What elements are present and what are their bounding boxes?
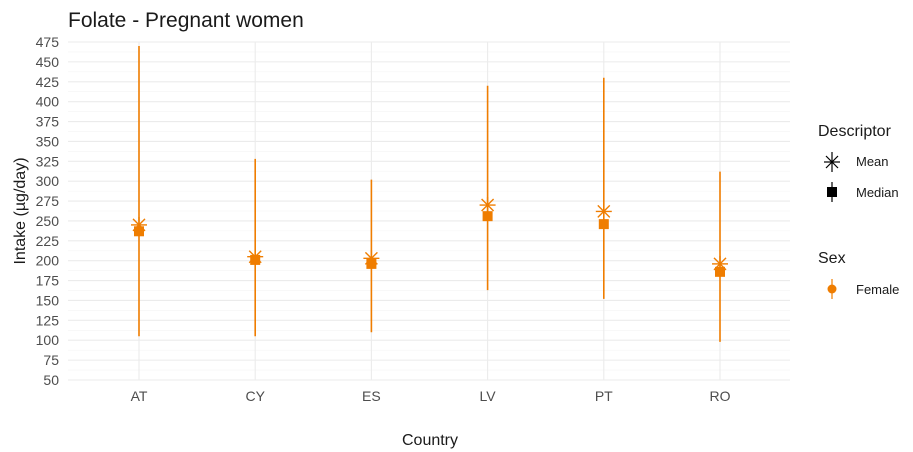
y-tick-label: 250 (36, 213, 60, 229)
x-tick-label: CY (245, 388, 265, 404)
median-marker (598, 219, 609, 230)
mean-marker-stroke (248, 250, 262, 264)
mean-marker-stroke (481, 198, 495, 212)
y-tick-label: 100 (36, 332, 60, 348)
x-tick-label: ES (362, 388, 381, 404)
mean-marker (712, 255, 728, 272)
y-tick-label: 125 (36, 312, 60, 328)
legend-descriptor-title: Descriptor (818, 123, 892, 140)
y-tick-labels: 50 75 100 125 150 175 200 225 250 275 300 325 350 375… (36, 34, 60, 388)
x-tick-label: RO (710, 388, 731, 404)
x-tick-labels: AT CY ES LV PT RO (131, 388, 731, 404)
y-tick-label: 475 (36, 34, 60, 50)
y-tick-label: 150 (36, 292, 60, 308)
median-marker (482, 211, 493, 222)
legend-median-label: Median (856, 185, 899, 200)
legend-mean-label: Mean (856, 154, 889, 169)
y-tick-label: 450 (36, 54, 60, 70)
y-tick-label: 200 (36, 253, 60, 269)
data-marks (131, 45, 728, 342)
y-tick-label: 275 (36, 193, 60, 209)
y-tick-label: 75 (43, 352, 59, 368)
legend-mean-key (824, 152, 840, 172)
x-tick-label: LV (480, 388, 497, 404)
legend-female-key (827, 279, 837, 299)
y-axis-title: Intake (µg/day) (12, 157, 29, 264)
y-tick-label: 375 (36, 114, 60, 130)
mean-marker-stroke (132, 218, 146, 232)
legend-median-key (827, 182, 837, 202)
mean-marker (131, 216, 147, 233)
mean-marker (479, 197, 496, 214)
y-tick-label: 425 (36, 74, 60, 90)
y-tick-label: 350 (36, 133, 60, 149)
y-tick-label: 400 (36, 94, 60, 110)
legend: Descriptor Mean Median Sex Female (818, 123, 899, 299)
legend-female-label: Female (856, 282, 899, 297)
chart-title: Folate - Pregnant women (68, 9, 304, 32)
mean-marker (595, 203, 612, 220)
y-tick-label: 300 (36, 173, 60, 189)
legend-sex-title: Sex (818, 250, 846, 267)
mean-marker (363, 250, 380, 267)
mean-marker (247, 248, 264, 265)
x-tick-label: PT (595, 388, 613, 404)
mean-marker-stroke (713, 257, 727, 271)
mean-marker-stroke (597, 204, 611, 218)
y-tick-label: 225 (36, 233, 60, 249)
x-tick-label: AT (131, 388, 148, 404)
y-tick-label: 50 (43, 372, 59, 388)
plot-grid (68, 41, 790, 381)
x-axis-title: Country (402, 432, 458, 449)
y-tick-label: 175 (36, 273, 60, 289)
y-tick-label: 325 (36, 153, 60, 169)
mean-marker-stroke (364, 251, 378, 265)
